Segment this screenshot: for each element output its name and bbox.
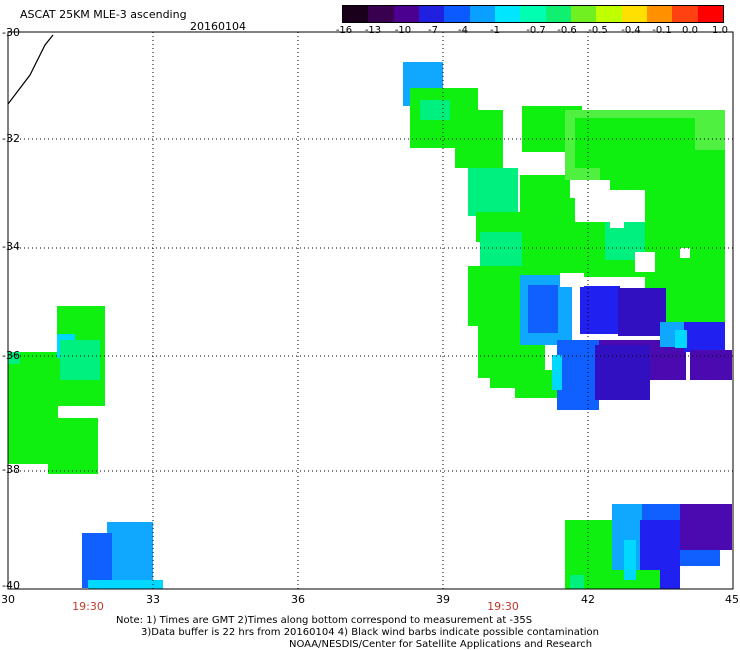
wind-cell [552,355,562,390]
legend-label: -0.5 [588,25,608,36]
legend-label: -13 [364,25,382,36]
lat-label-32: -32 [2,132,20,145]
legend-swatch [368,6,394,22]
note-line-3: NOAA/NESDIS/Center for Satellite Applica… [289,639,593,650]
time-label-2: 19:30 [487,600,519,613]
legend-label: -16 [335,25,353,36]
wind-cell [528,285,558,333]
wind-cell [8,352,20,364]
wind-cell [455,110,503,168]
lat-label-36: -36 [2,349,20,362]
wind-cell [600,150,725,190]
wind-cell [618,288,666,336]
lat-label-38: -38 [2,463,20,476]
map-date: 20160104 [190,20,246,33]
legend-label: -4 [458,25,468,36]
data-gap [680,248,690,258]
legend-label: -0.4 [621,25,641,36]
time-label-1: 19:30 [72,600,104,613]
note-line-2: 3)Data buffer is 22 hrs from 20160104 4)… [141,627,599,638]
lon-label-45: 45 [725,593,739,606]
legend-label: -0.7 [526,25,546,36]
legend-swatch [570,6,597,22]
wind-cell [88,580,163,589]
wind-cell [595,345,650,400]
lat-label-40: -40 [2,579,20,592]
legend-swatch [393,6,419,22]
legend-label: -1 [490,25,500,36]
data-gap [635,252,655,272]
lat-label-34: -34 [2,240,20,253]
legend-label: -7 [428,25,438,36]
legend-swatch [596,6,622,22]
map-title: ASCAT 25KM MLE-3 ascending [20,8,187,21]
wind-cell [580,286,620,334]
wind-cell [675,330,687,348]
wind-cell [624,540,636,580]
wind-swath-data [8,62,732,589]
wind-cell [120,540,150,575]
legend-swatch [469,6,495,22]
lat-label-30: -30 [2,26,20,39]
legend-swatch [494,6,521,22]
wind-cell [420,100,450,120]
lon-label-36: 36 [291,593,305,606]
wind-barb-line [7,34,54,105]
lon-label-30: 30 [1,593,15,606]
legend-label: 0.0 [682,25,698,36]
lon-label-42: 42 [581,593,595,606]
legend-swatch [621,6,647,22]
wind-cell [680,504,732,550]
lon-label-33: 33 [146,593,160,606]
wind-cell [690,350,732,380]
wind-cell [660,225,725,315]
legend-label: 1.0 [712,25,728,36]
legend-label: -0.6 [557,25,577,36]
legend-label: -0.1 [652,25,672,36]
legend-label: -10 [394,25,412,36]
legend-swatch [343,6,369,22]
plot-frame [7,31,734,590]
legend-swatch [520,6,546,22]
legend-swatch [545,6,571,22]
legend-swatch [444,6,470,22]
wind-cell [570,575,584,589]
wind-cell [557,340,599,410]
wind-cell [684,322,725,352]
wind-cell [48,418,98,474]
legend-swatch [418,6,445,22]
lon-label-39: 39 [436,593,450,606]
note-line-1: Note: 1) Times are GMT 2)Times along bot… [116,615,533,626]
wind-cell [468,168,518,216]
color-legend-bar [342,5,724,23]
legend-swatch [697,6,723,22]
lat-lon-grid [8,32,733,589]
data-gap [610,218,624,228]
wind-cell [60,340,100,380]
data-gap [570,180,610,198]
data-gap [560,273,584,287]
legend-swatch [646,6,673,22]
wind-cell [82,533,112,588]
legend-swatch [672,6,698,22]
